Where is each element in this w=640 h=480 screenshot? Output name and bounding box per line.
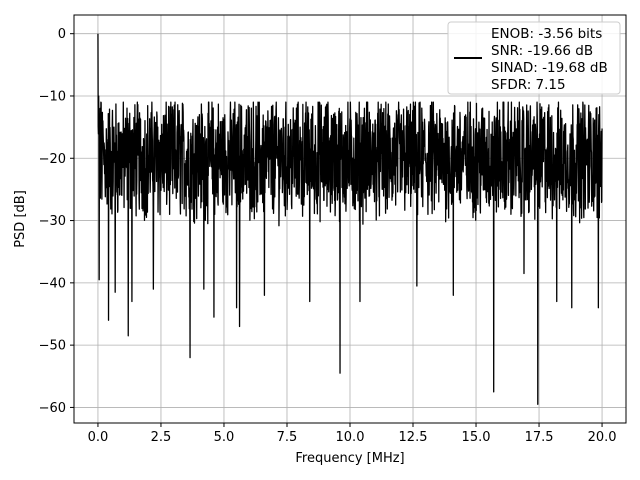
x-tick-label: 7.5 [277,430,298,445]
legend-entry-snr: SNR: -19.66 dB [491,43,593,59]
x-tick-label: 12.5 [399,430,428,445]
y-tick-label: 0 [58,27,66,42]
x-tick-label: 10.0 [336,430,365,445]
x-tick-label: 20.0 [588,430,617,445]
x-axis: 0.0 2.5 5.0 7.5 10.0 12.5 15.0 17.5 20.0 [88,423,617,445]
x-tick-label: 2.5 [151,430,172,445]
x-tick-label: 5.0 [214,430,235,445]
x-tick-label: 0.0 [88,430,109,445]
psd-series-line [97,33,603,405]
y-tick-label: −60 [39,401,66,416]
y-tick-label: −50 [39,339,66,354]
legend: ENOB: -3.56 bits SNR: -19.66 dB SINAD: -… [447,21,621,95]
y-axis-label: PSD [dB] [13,190,28,248]
y-tick-label: −20 [39,152,66,167]
y-tick-label: −30 [39,214,66,229]
x-axis-label: Frequency [MHz] [295,451,404,466]
legend-entry-sfdr: SFDR: 7.15 [491,77,566,93]
y-tick-label: −10 [39,89,66,104]
x-tick-label: 15.0 [462,430,491,445]
y-tick-label: −40 [39,276,66,291]
x-tick-label: 17.5 [525,430,554,445]
legend-box [447,21,621,95]
y-axis: 0 −10 −20 −30 −40 −50 −60 [39,27,74,416]
legend-entry-enob: ENOB: -3.56 bits [491,26,602,42]
plot-area [97,33,603,405]
legend-entry-sinad: SINAD: -19.68 dB [491,60,608,76]
